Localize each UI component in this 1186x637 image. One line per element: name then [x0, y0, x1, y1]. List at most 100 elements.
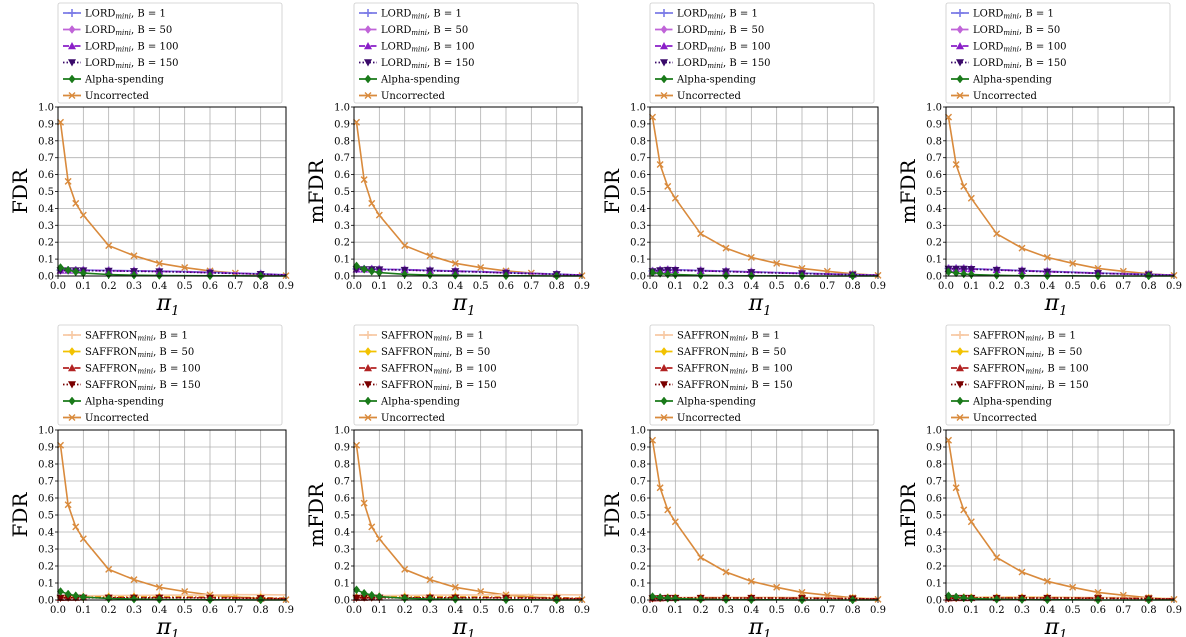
data-point [64, 265, 72, 275]
legend-label: SAFFRONmini, B = 100 [381, 364, 497, 376]
y-tick-label: 0.9 [38, 119, 54, 130]
y-tick-label: 0.1 [334, 255, 350, 266]
x-tick-label: 0.0 [938, 281, 954, 292]
legend-entry: SAFFRONmini, B = 1 [63, 331, 188, 343]
series-line [651, 116, 879, 277]
legend-label: SAFFRONmini, B = 100 [973, 364, 1089, 376]
data-point [649, 436, 657, 444]
x-tick-label: 0.5 [473, 605, 489, 616]
x-tick-label: 0.5 [769, 281, 785, 292]
x-tick-label: 0.4 [743, 281, 759, 292]
data-point [649, 113, 657, 121]
data-point [697, 554, 705, 561]
series-line [947, 440, 1175, 601]
legend-label: LORDmini, B = 100 [973, 42, 1067, 54]
legend-marker [956, 347, 964, 356]
x-tick-label: 0.2 [989, 281, 1005, 292]
data-point [952, 484, 960, 492]
series-line [947, 116, 1175, 277]
y-tick-label: 1.0 [926, 426, 942, 437]
legend: SAFFRONmini, B = 1 SAFFRONmini, B = 50 SAF… [945, 324, 1171, 426]
data-point [477, 588, 485, 595]
y-tick-label: 0.5 [334, 187, 350, 198]
series-line [356, 268, 583, 276]
data-point [64, 177, 72, 185]
legend-marker [68, 381, 76, 389]
y-tick-label: 0.6 [926, 494, 942, 505]
legend-entry: LORDmini, B = 50 [655, 25, 764, 37]
x-tick-label: 0.1 [963, 281, 979, 292]
series-5 [649, 436, 882, 603]
y-tick-label: 0.4 [38, 528, 54, 539]
y-tick-label: 0.4 [926, 204, 942, 215]
legend-box [649, 324, 875, 426]
y-tick-label: 0.4 [630, 528, 646, 539]
legend-label: LORDmini, B = 1 [973, 9, 1054, 21]
chart-panel-5: 0.0 0.1 0.2 0.3 0.4 0.5 0.6 0.7 0.8 0.9 1.0 0.0 0.1 0… [8, 324, 294, 637]
y-axis-label: FDR [600, 492, 624, 538]
plot-frame [57, 106, 287, 277]
data-point [1069, 259, 1077, 267]
legend-label: LORDmini, B = 150 [85, 58, 179, 70]
y-tick-label: 0.5 [926, 511, 942, 522]
x-tick-label: 0.6 [794, 605, 810, 616]
data-point [656, 593, 664, 602]
y-tick-label: 0.1 [926, 579, 942, 590]
y-tick-label: 0.8 [630, 460, 646, 471]
legend-label: LORDmini, B = 50 [677, 25, 764, 37]
legend-label: SAFFRONmini, B = 150 [85, 380, 201, 392]
legend-label: Uncorrected [381, 91, 446, 102]
y-tick-label: 0.5 [38, 187, 54, 198]
y-tick-label: 0.3 [926, 221, 942, 232]
data-point [375, 268, 383, 278]
x-tick-label: 0.0 [50, 605, 66, 616]
data-point [79, 268, 87, 278]
data-point [664, 506, 672, 514]
data-point [697, 230, 705, 238]
y-tick-label: 0.9 [334, 119, 350, 130]
y-tick-label: 0.1 [630, 579, 646, 590]
y-tick-label: 0.7 [38, 477, 54, 488]
data-point [352, 594, 361, 602]
chart-panel-8: 0.0 0.1 0.2 0.3 0.4 0.5 0.6 0.7 0.8 0.9 1.0 0.0 0.1 0… [896, 324, 1182, 637]
chart-panel-4: 0.0 0.1 0.2 0.3 0.4 0.5 0.6 0.7 0.8 0.9 1.0 0.0 0.1 0… [896, 2, 1182, 319]
y-tick-label: 0.8 [926, 460, 942, 471]
data-point [105, 565, 113, 573]
data-point [671, 194, 679, 202]
y-tick-label: 0.5 [630, 511, 646, 522]
legend-entry: Alpha-spending [359, 75, 461, 86]
x-tick-label: 0.8 [845, 281, 861, 292]
data-point [945, 436, 953, 444]
legend-entry: SAFFRONmini, B = 100 [63, 364, 201, 376]
y-tick-label: 0.2 [926, 562, 942, 573]
legend: SAFFRONmini, B = 1 SAFFRONmini, B = 50 SAF… [649, 324, 875, 426]
x-tick-label: 0.8 [1141, 605, 1157, 616]
legend-entry: SAFFRONmini, B = 50 [63, 347, 194, 359]
y-tick-label: 0.1 [630, 255, 646, 266]
legend-entry: LORDmini, B = 100 [951, 42, 1067, 54]
x-tick-label: 0.5 [177, 605, 193, 616]
legend-entry: LORDmini, B = 150 [951, 58, 1067, 70]
legend-entry: LORDmini, B = 50 [63, 25, 172, 37]
series-5 [945, 436, 1178, 603]
legend-label: LORDmini, B = 100 [381, 42, 475, 54]
legend-marker [956, 364, 964, 372]
x-tick-label: 0.2 [693, 605, 709, 616]
legend-marker [956, 331, 964, 339]
y-tick-label: 0.6 [630, 170, 646, 181]
x-tick-label: 0.1 [75, 605, 91, 616]
legend-label: SAFFRONmini, B = 100 [85, 364, 201, 376]
y-tick-label: 0.0 [334, 596, 350, 607]
y-tick-label: 1.0 [334, 426, 350, 437]
legend-box [57, 324, 283, 426]
x-axis-label: π1 [1044, 291, 1068, 319]
y-tick-label: 0.3 [38, 221, 54, 232]
y-tick-label: 0.5 [334, 511, 350, 522]
data-point [959, 265, 968, 273]
x-tick-label: 0.7 [819, 605, 835, 616]
data-point [722, 568, 730, 576]
x-tick-label: 0.9 [278, 605, 294, 616]
legend-marker [364, 364, 372, 372]
y-tick-label: 1.0 [630, 426, 646, 437]
